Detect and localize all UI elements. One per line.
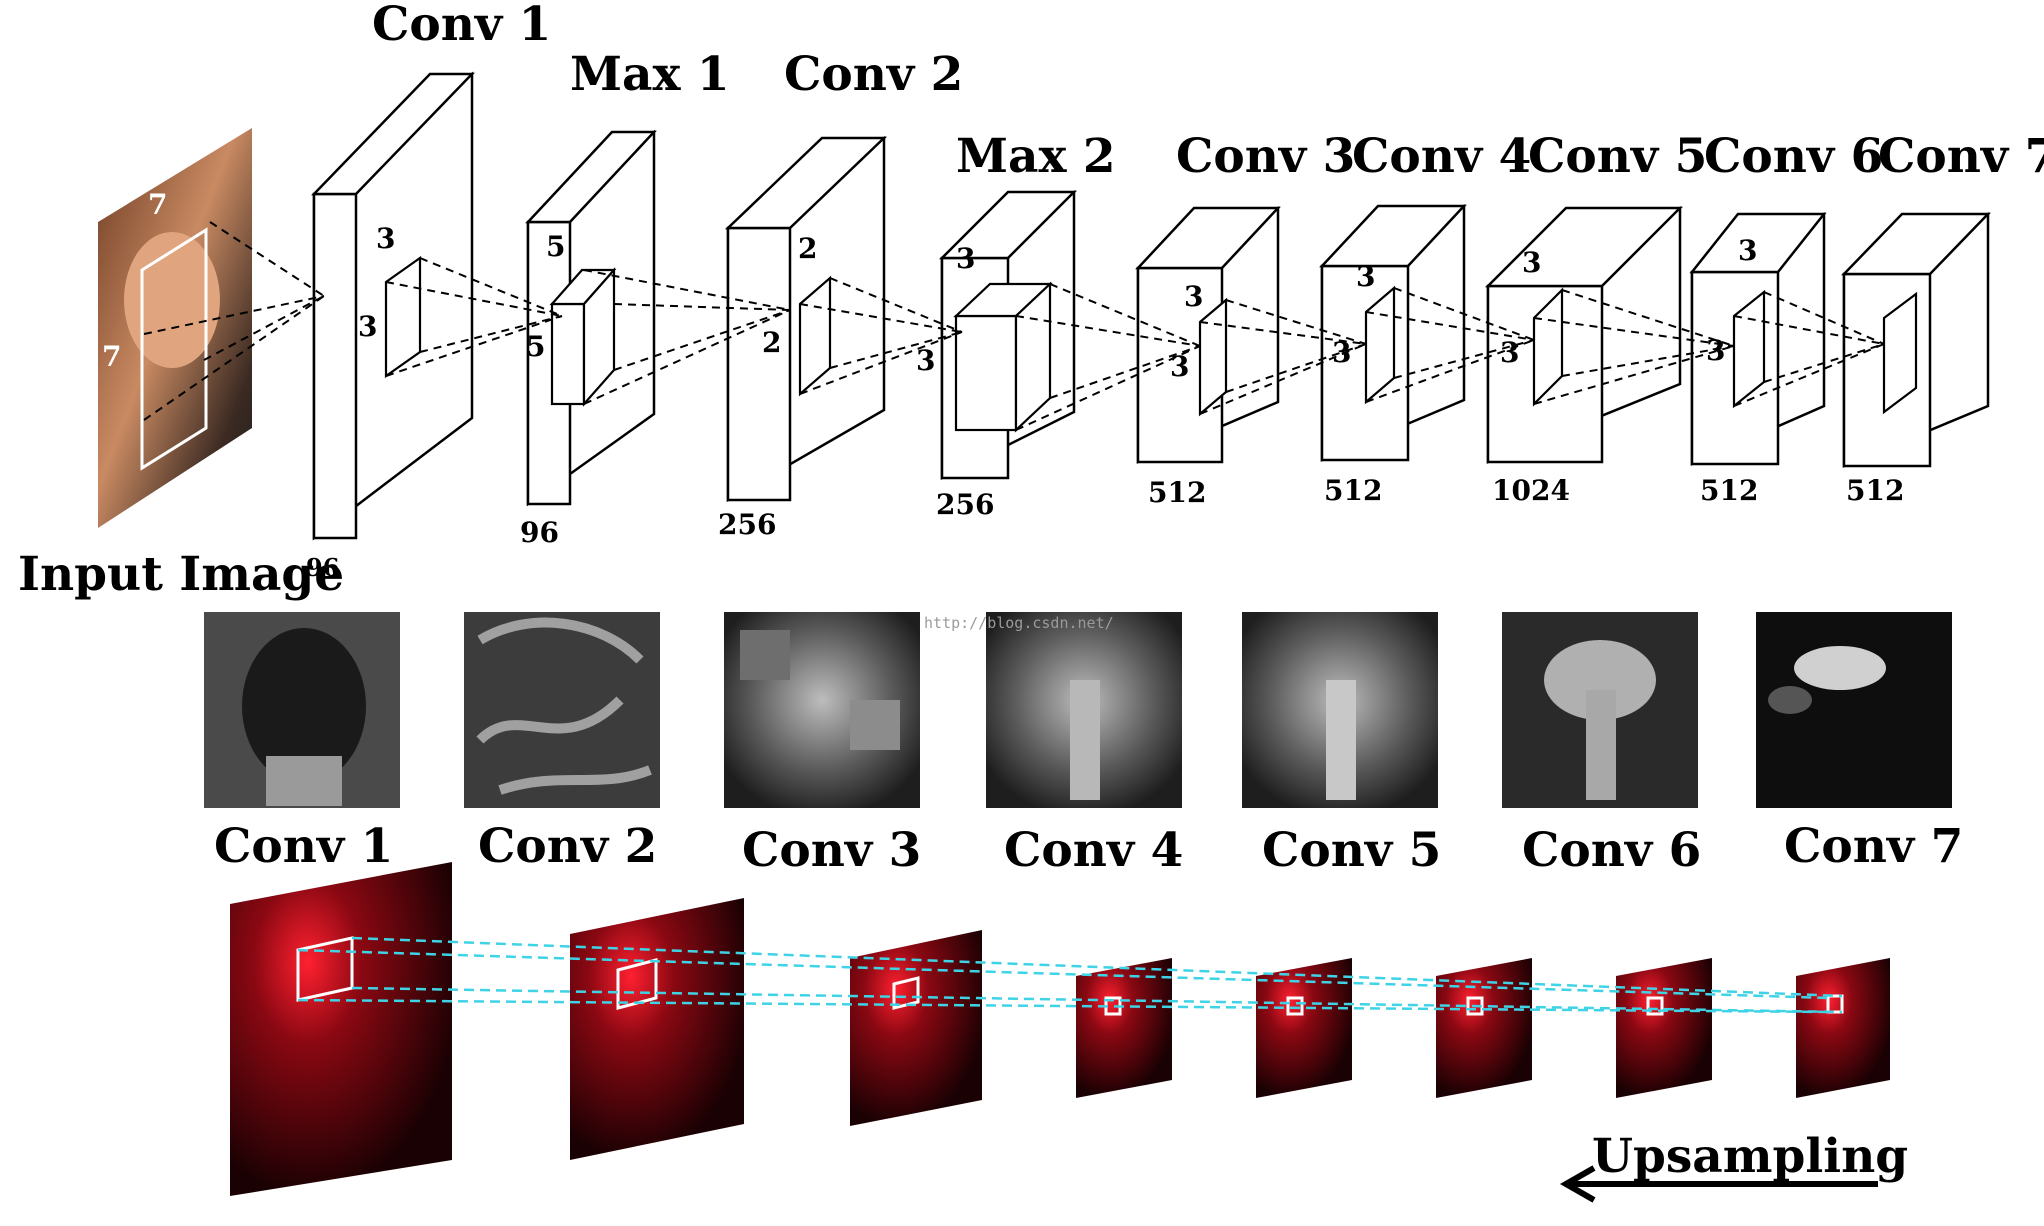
conv1-name: Conv 1 [372,0,551,52]
conv6-depth: 512 [1700,474,1758,507]
heatmap-conv1 [230,862,452,1196]
max2-kernel-top: 3 [956,242,975,275]
conv3-depth: 512 [1148,476,1206,509]
max2-kernel-side: 3 [916,344,935,377]
heatmap-conv4 [1076,958,1172,1098]
feature-map-conv1-label: Conv 1 [214,819,393,874]
feature-map-conv3: Conv 3 [724,612,921,878]
conv5-name: Conv 5 [1528,129,1707,184]
feature-map-conv6: Conv 6 [1502,612,1701,878]
layer-max1: Max 1 5 5 96 [520,47,730,549]
input-image-label: Input Image [18,547,344,602]
heatmap-conv6 [1436,958,1532,1098]
watermark: http://blog.csdn.net/ [924,614,1114,632]
conv2-name: Conv 2 [784,47,963,102]
feature-map-conv3-label: Conv 3 [742,823,921,878]
max2-depth: 256 [936,488,994,521]
upsampling-arrow: Upsampling [1559,1129,1908,1203]
conv7-depth: 512 [1846,474,1904,507]
feature-map-conv2-label: Conv 2 [478,819,657,874]
heatmap-conv7 [1616,958,1712,1098]
projection-lines [297,936,1843,1014]
conv5-kernel-side: 3 [1500,336,1519,369]
feature-map-row: Conv 1 Conv 2 Conv 3 Conv 4 Conv 5 C [204,612,1963,878]
heatmap-conv5 [1256,958,1352,1098]
connector-lines [143,221,1885,431]
conv3-name: Conv 3 [1176,129,1355,184]
conv5-kernel-top: 3 [1522,246,1541,279]
conv1-depth: 96 [306,553,339,582]
feature-map-conv7-label: Conv 7 [1784,819,1963,874]
feature-map-conv4-label: Conv 4 [1004,823,1183,878]
max1-depth: 96 [520,516,559,549]
conv4-depth: 512 [1324,474,1382,507]
heatmap-conv8 [1796,958,1890,1098]
max2-name: Max 2 [956,129,1116,184]
input-kernel-side-label: 7 [102,340,121,373]
input-kernel-window [140,227,208,471]
conv4-kernel-side: 3 [1332,336,1351,369]
conv6-kernel-top: 3 [1738,234,1757,267]
layer-conv2: Conv 2 2 2 256 [718,47,963,541]
max1-kernel-side: 5 [526,330,545,363]
input-kernel-top-label: 7 [148,188,167,221]
upsampling-label: Upsampling [1592,1129,1908,1184]
layer-conv7: Conv 7 512 [1841,129,2044,507]
heatmap-conv2 [570,898,744,1160]
feature-map-conv7: Conv 7 [1756,612,1963,874]
feature-map-conv5: Conv 5 [1242,612,1441,878]
conv7-kernel [1882,291,1918,415]
heatmap-row: Upsampling [230,862,1908,1203]
max1-name: Max 1 [570,47,730,102]
feature-map-conv1: Conv 1 [204,612,400,874]
conv2-kernel-top: 2 [798,232,817,265]
conv1-kernel-side: 3 [358,310,377,343]
input-image-group: 7 7 Input Image [18,128,344,602]
conv6-name: Conv 6 [1704,129,1883,184]
conv2-depth: 256 [718,508,776,541]
conv2-kernel-side: 2 [762,326,781,359]
max1-kernel-top: 5 [546,230,565,263]
layer-conv3: Conv 3 3 3 512 [1135,129,1355,509]
conv4-name: Conv 4 [1352,129,1531,184]
max1-kernel-front [550,302,586,406]
layer-conv6: Conv 6 3 3 512 [1689,129,1883,507]
feature-map-conv2: Conv 2 [464,612,660,874]
layer-conv5: Conv 5 3 3 1024 [1484,129,1707,507]
conv4-kernel-top: 3 [1356,260,1375,293]
layer-max2: Max 2 3 3 256 [916,129,1116,521]
layer-conv1: Conv 1 3 3 96 [306,0,551,582]
heatmap-conv3 [850,930,982,1126]
feature-map-conv5-label: Conv 5 [1262,823,1441,878]
conv3-kernel-top: 3 [1184,280,1203,313]
max2-kernel-front [954,314,1018,432]
conv7-name: Conv 7 [1878,129,2044,184]
feature-map-conv6-label: Conv 6 [1522,823,1701,878]
conv5-depth: 1024 [1492,474,1570,507]
conv1-kernel-top: 3 [376,222,395,255]
feature-map-conv4: Conv 4 [986,612,1183,878]
